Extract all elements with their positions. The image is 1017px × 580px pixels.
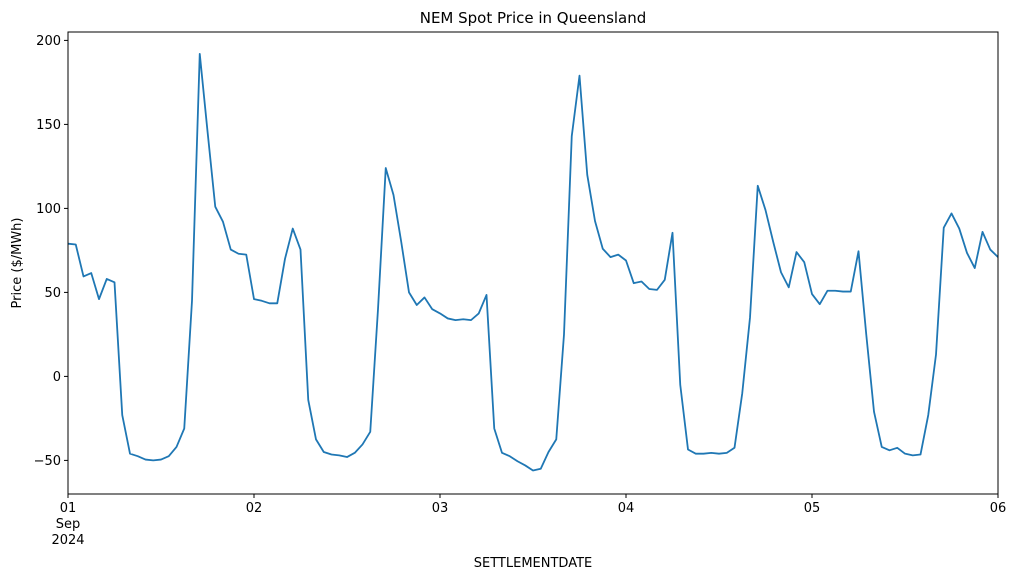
x-axis-label: SETTLEMENTDATE	[474, 556, 593, 571]
y-axis-label: Price ($/MWh)	[10, 218, 25, 309]
y-tick-label: 50	[44, 286, 61, 301]
price-series-line	[67, 52, 999, 472]
x-tick-label: 06	[990, 501, 1007, 516]
plot-area	[67, 52, 999, 472]
y-tick-label: 0	[53, 370, 61, 385]
y-tick-label: −50	[34, 454, 61, 469]
y-axis: −50 0 50 100 150 200	[34, 34, 68, 469]
y-tick-label: 100	[36, 202, 61, 217]
chart-title: NEM Spot Price in Queensland	[420, 9, 647, 27]
x-tick-label: 03	[432, 501, 449, 516]
x-axis: 01 Sep 2024 02 03 04 05 06	[51, 494, 1006, 548]
x-tick-label: 01 Sep 2024	[51, 501, 84, 548]
x-tick-label: 02	[246, 501, 263, 516]
x-tick-label: 04	[618, 501, 635, 516]
x-tick-label: 05	[804, 501, 821, 516]
y-tick-label: 150	[36, 118, 61, 133]
y-tick-label: 200	[36, 34, 61, 49]
plot-frame	[67, 31, 999, 495]
